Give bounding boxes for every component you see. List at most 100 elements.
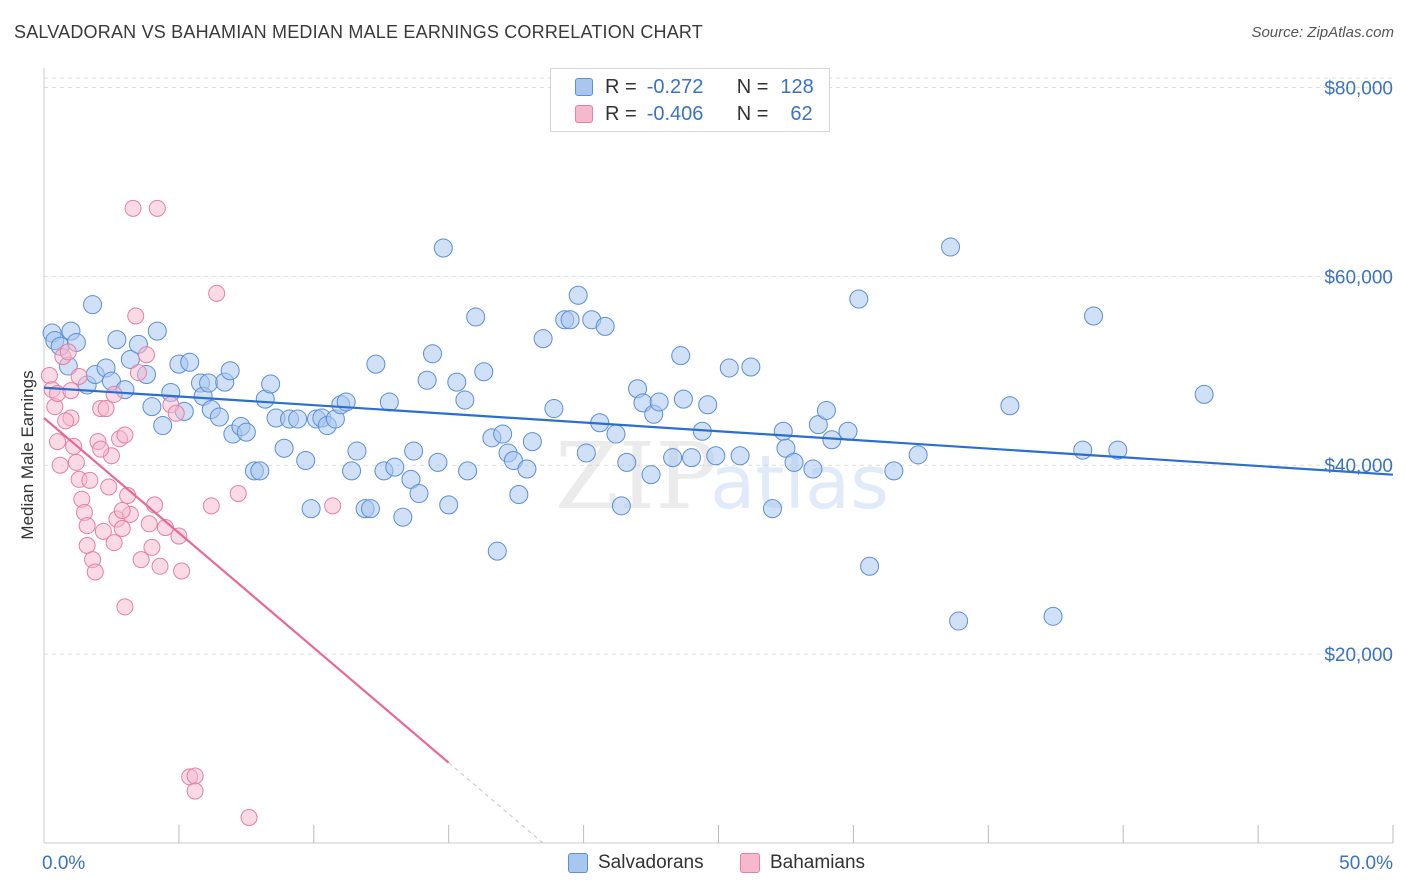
bahamian-point	[240, 809, 258, 826]
salvadoran-point	[236, 422, 256, 442]
salvadoran-point	[342, 461, 362, 481]
axes	[43, 68, 1394, 844]
salvadoran-points	[42, 237, 1214, 631]
salvadoran-point	[1043, 606, 1063, 626]
bahamians-swatch	[575, 105, 593, 123]
salvadoran-point	[120, 349, 140, 369]
salvadoran-point	[296, 451, 316, 470]
bahamian-point	[170, 527, 188, 545]
salvadoran-point	[261, 374, 281, 394]
salvadoran-point	[199, 373, 219, 393]
salvadorans-legend-label: Salvadorans	[598, 852, 704, 873]
salvadoran-point	[83, 295, 103, 315]
salvadoran-point	[180, 352, 200, 372]
salvadoran-point	[860, 556, 880, 576]
salvadoran-point	[487, 541, 507, 561]
trend-lines	[43, 386, 1394, 844]
legend-row-salvadorans: R = -0.272 N = 128	[551, 73, 814, 101]
salvadoran-point	[474, 362, 494, 382]
chart-title: SALVADORAN VS BAHAMIAN MEDIAN MALE EARNI…	[14, 22, 703, 42]
salvadoran-point	[142, 397, 162, 417]
legend-r-value: -0.406	[646, 102, 704, 125]
bahamian-point	[146, 496, 164, 514]
salvadoran-point	[509, 485, 529, 504]
salvadoran-point	[522, 432, 542, 452]
salvadoran-point	[147, 321, 167, 341]
salvadoran-point	[428, 452, 448, 472]
salvadoran-point	[641, 465, 661, 485]
legend-r-label: R =	[605, 75, 637, 98]
grid-lines	[44, 77, 1393, 655]
bahamian-point	[202, 497, 220, 515]
salvadoran-point	[1000, 396, 1020, 416]
bahamians-legend-swatch	[740, 853, 760, 873]
salvadoran-point	[466, 307, 486, 327]
salvadoran-point	[560, 310, 580, 330]
x-tick-label: 0.0%	[42, 853, 85, 874]
bahamian-trend-extension	[448, 762, 544, 844]
salvadoran-point	[107, 330, 127, 350]
salvadoran-point	[673, 389, 693, 409]
salvadoran-point	[730, 446, 750, 466]
salvadoran-point	[949, 611, 969, 631]
bahamian-trend-line	[43, 417, 450, 764]
bahamian-point	[129, 364, 147, 382]
salvadoran-point	[663, 448, 683, 468]
salvadoran-point	[808, 415, 828, 435]
legend-r-label: R =	[605, 102, 637, 125]
bahamian-point	[151, 557, 169, 575]
bahamian-point	[57, 412, 75, 430]
bahamian-point	[81, 471, 99, 489]
salvadoran-point	[762, 499, 782, 519]
salvadoran-point	[393, 507, 413, 527]
salvadoran-point	[274, 438, 294, 458]
legend-n-value: 128	[780, 75, 814, 98]
salvadoran-point	[503, 451, 523, 470]
salvadoran-point	[884, 461, 904, 481]
salvadoran-point	[682, 448, 702, 468]
salvadoran-point	[1194, 384, 1214, 404]
salvadoran-point	[447, 372, 467, 392]
bahamian-point	[86, 563, 104, 581]
source-credit: Source: ZipAtlas.com	[1251, 24, 1394, 41]
salvadoran-point	[719, 358, 739, 378]
salvadoran-point	[366, 354, 386, 374]
bahamian-point	[59, 343, 77, 361]
salvadoran-point	[698, 395, 718, 415]
correlation-legend: R = -0.272 N = 128 R = -0.406 N = 62	[550, 68, 830, 132]
bottom-legend-salvadorans: Salvadorans	[568, 852, 704, 874]
salvadoran-point	[595, 316, 615, 336]
salvadoran-point	[301, 499, 321, 519]
bahamian-point	[94, 522, 112, 540]
salvadoran-point	[908, 445, 928, 465]
salvadoran-point	[706, 446, 726, 466]
bahamian-point	[116, 426, 134, 444]
bahamian-point	[67, 453, 85, 471]
bahamians-legend-label: Bahamians	[770, 852, 866, 873]
bahamian-point	[229, 485, 247, 503]
salvadoran-point	[568, 285, 588, 305]
bahamian-point	[208, 284, 226, 302]
bahamian-point	[127, 307, 145, 325]
bahamian-point	[40, 367, 58, 384]
salvadoran-point	[533, 329, 553, 349]
watermark-zip: ZIP	[555, 423, 717, 530]
bahamian-point	[173, 562, 191, 580]
bahamian-points	[40, 199, 342, 826]
salvadoran-point	[784, 452, 804, 472]
bahamian-point	[113, 520, 131, 537]
legend-r-value: -0.272	[646, 75, 704, 98]
salvadoran-point	[617, 452, 637, 472]
bahamian-point	[65, 437, 83, 455]
y-tick-label: $40,000	[1324, 456, 1393, 477]
tick-labels: $20,000 $40,000 $60,000 $80,000 0.0% 50.0%	[42, 78, 1393, 874]
salvadoran-point	[209, 407, 229, 427]
x-tick-label: 50.0%	[1339, 853, 1393, 874]
bahamian-point	[92, 440, 110, 458]
salvadoran-point	[773, 421, 793, 441]
bahamian-point	[113, 502, 131, 520]
salvadoran-point	[611, 496, 631, 516]
salvadoran-point	[803, 459, 823, 479]
salvadoran-point	[941, 237, 961, 257]
